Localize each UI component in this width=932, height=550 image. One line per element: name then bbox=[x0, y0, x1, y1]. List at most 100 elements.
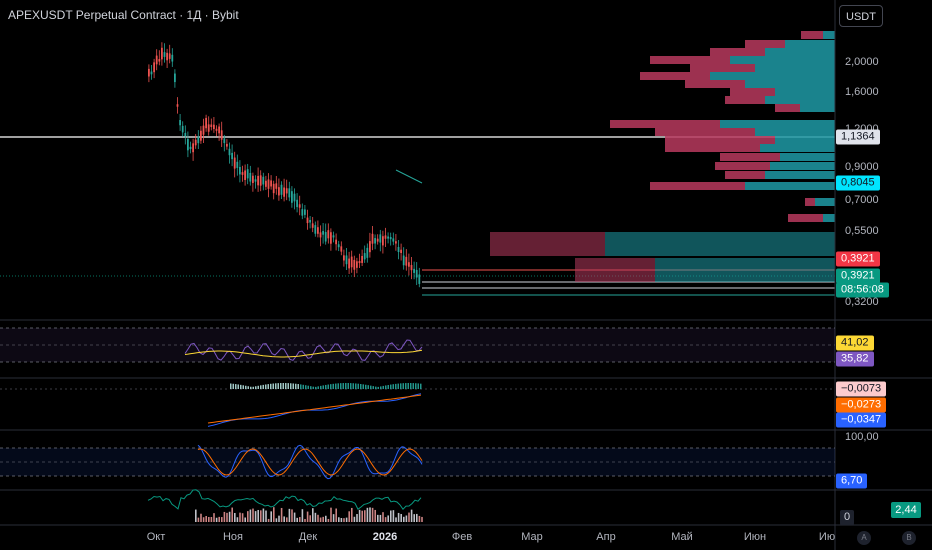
volume-bar bbox=[197, 517, 200, 522]
white-line-badge: 1,1364 bbox=[836, 129, 880, 145]
price-tick: 2,0000 bbox=[845, 56, 879, 68]
stoch-top-tick: 100,00 bbox=[845, 431, 879, 443]
macd-histogram-bar bbox=[312, 386, 314, 389]
volume-bar bbox=[358, 509, 361, 522]
macd-histogram-bar bbox=[270, 383, 272, 389]
volume-bar bbox=[351, 507, 353, 522]
volume-bar bbox=[330, 507, 332, 522]
candle-body bbox=[213, 124, 215, 130]
candle-body bbox=[192, 143, 194, 153]
candle-body bbox=[150, 71, 153, 75]
volume-bar bbox=[254, 511, 257, 522]
candle-body bbox=[218, 126, 220, 134]
last-price-badge: 0,3921 bbox=[836, 268, 880, 284]
volume-bar bbox=[213, 513, 215, 522]
volume-bar bbox=[252, 508, 254, 522]
macd-histogram-bar bbox=[315, 386, 317, 389]
candle-body bbox=[257, 175, 259, 186]
macd-histogram-bar bbox=[415, 383, 417, 389]
volume-bar bbox=[327, 518, 330, 522]
volume-bar bbox=[283, 516, 285, 522]
volume-bar bbox=[257, 509, 259, 522]
candle-body bbox=[358, 261, 361, 264]
volume-bar bbox=[314, 512, 317, 522]
symbol-title[interactable]: APEXUSDT Perpetual Contract · 1Д · Bybit bbox=[8, 8, 239, 22]
candle-body bbox=[153, 62, 155, 73]
candle-body bbox=[356, 261, 358, 268]
rsi-ma-badge: 41,02 bbox=[836, 335, 874, 351]
macd-histogram-bar bbox=[372, 386, 374, 389]
profile-bar-up bbox=[745, 80, 835, 88]
macd-histogram-bar bbox=[237, 384, 239, 389]
macd-histogram-bar bbox=[260, 385, 262, 389]
profile-bar-up bbox=[765, 96, 835, 104]
candle-body bbox=[200, 130, 202, 141]
profile-bar-down bbox=[720, 153, 780, 161]
macd-histogram-bar bbox=[405, 383, 407, 389]
volume-bar bbox=[288, 508, 291, 522]
candle-body bbox=[148, 68, 150, 77]
candle-body bbox=[374, 238, 376, 244]
macd-histogram-bar bbox=[250, 386, 252, 389]
profile-bar-up bbox=[775, 136, 835, 144]
volume-bar bbox=[356, 514, 358, 522]
profile-bar-up bbox=[775, 88, 835, 96]
candle-body bbox=[187, 139, 189, 151]
candle-body bbox=[384, 235, 387, 239]
volume-bar bbox=[291, 509, 293, 522]
volume-bar bbox=[312, 508, 314, 522]
candle-body bbox=[400, 249, 402, 254]
volume-bar bbox=[379, 514, 382, 522]
profile-bar-up bbox=[760, 144, 835, 152]
macd-histogram-bar bbox=[267, 384, 269, 389]
candle-body bbox=[413, 268, 415, 273]
volume-bar bbox=[299, 517, 301, 522]
auto-scale-icon[interactable]: A bbox=[857, 531, 871, 545]
currency-button[interactable]: USDT bbox=[839, 5, 883, 27]
candle-body bbox=[174, 73, 176, 83]
stoch-d-line bbox=[197, 448, 423, 476]
time-tick: Ноя bbox=[222, 531, 244, 543]
profile-bar-down bbox=[490, 232, 605, 256]
volume-bar bbox=[322, 516, 324, 522]
candle-body bbox=[402, 255, 405, 266]
volume-bars bbox=[195, 507, 423, 522]
candle-body bbox=[231, 152, 233, 160]
volume-bar bbox=[249, 509, 252, 522]
profile-bar-down bbox=[805, 198, 815, 206]
candle-body bbox=[228, 148, 231, 156]
volume-bar bbox=[353, 516, 356, 522]
macd-histogram-bar bbox=[387, 384, 389, 389]
candle-body bbox=[418, 274, 421, 284]
candle-body bbox=[288, 188, 291, 198]
countdown-badge: 08:56:08 bbox=[836, 282, 889, 298]
candle-body bbox=[278, 187, 280, 196]
candle-body bbox=[410, 265, 413, 271]
candle-body bbox=[415, 269, 418, 278]
macd-histogram-bar bbox=[327, 384, 329, 389]
profile-bar-down bbox=[640, 72, 710, 80]
profile-bar-up bbox=[720, 120, 835, 128]
macd-histogram-bar bbox=[382, 385, 384, 389]
macd-histogram-bar bbox=[277, 383, 279, 389]
time-tick-year: 2026 bbox=[372, 531, 398, 543]
volume-value-badge[interactable]: 2,44 bbox=[891, 502, 921, 518]
rsi-badge: 35,82 bbox=[836, 351, 874, 367]
volume-bar bbox=[304, 518, 306, 522]
time-tick: Ию bbox=[818, 531, 836, 543]
time-tick: Июн bbox=[743, 531, 767, 543]
candle-body bbox=[259, 175, 262, 186]
profile-bar-up bbox=[755, 128, 835, 136]
macd-histogram-bar bbox=[335, 383, 337, 389]
price-tick: 0,3200 bbox=[845, 296, 879, 308]
volume-bar bbox=[403, 516, 405, 522]
candle-body bbox=[171, 54, 174, 62]
macd-histogram-bar bbox=[235, 384, 237, 389]
log-scale-icon[interactable]: B bbox=[902, 531, 916, 545]
volume-bar bbox=[260, 510, 262, 522]
volume-bar bbox=[215, 517, 218, 522]
candle-body bbox=[345, 255, 348, 265]
macd-histogram-bar bbox=[272, 383, 274, 389]
profile-bar-down bbox=[650, 56, 730, 64]
